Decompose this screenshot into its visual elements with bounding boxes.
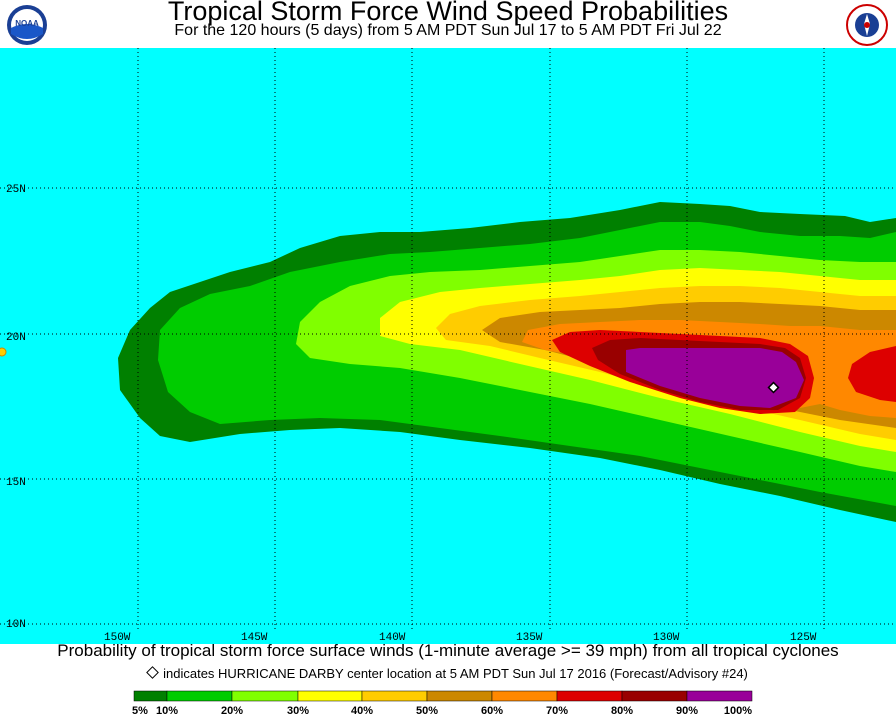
legend-label-4: 40%: [351, 705, 373, 716]
lat-label-25n: 25N: [6, 184, 26, 196]
storm-note: indicates HURRICANE DARBY center locatio…: [0, 666, 896, 681]
legend-swatch-2: [231, 690, 299, 702]
legend-swatch-8: [621, 690, 688, 702]
legend-swatch-5: [426, 690, 493, 702]
legend-label-5: 50%: [416, 705, 438, 716]
legend-label-0: 5%: [132, 705, 148, 716]
legend-label-1: 10%: [156, 705, 178, 716]
legend-label-7: 70%: [546, 705, 568, 716]
hurricane-center-diamond: [767, 381, 780, 394]
page-subtitle: For the 120 hours (5 days) from 5 AM PDT…: [174, 22, 722, 39]
lon-label-140w: 140W: [379, 632, 406, 644]
probability-map: 25N 20N 15N 10N 150W 145W 140W 135W 130W…: [0, 48, 896, 644]
nws-logo: [846, 4, 888, 46]
legend-label-3: 30%: [287, 705, 309, 716]
prob-contour-70-east: [848, 346, 896, 402]
page-title: Tropical Storm Force Wind Speed Probabil…: [167, 0, 729, 26]
legend-swatch-1: [166, 690, 233, 702]
legend-swatch-3: [297, 690, 363, 702]
legend-label-2: 20%: [221, 705, 243, 716]
legend-swatch-4: [361, 690, 428, 702]
lat-label-10n: 10N: [6, 619, 26, 631]
diamond-icon: [146, 666, 159, 679]
lon-label-145w: 145W: [241, 632, 268, 644]
prob-contour-90: [626, 348, 804, 408]
legend-swatch-9: [686, 690, 753, 702]
island-marker: [0, 347, 7, 357]
storm-note-text: indicates HURRICANE DARBY center locatio…: [163, 666, 748, 681]
legend-label-10: 100%: [724, 705, 752, 716]
header: NOAA Tropical Storm Force Wind Speed Pro…: [0, 0, 896, 48]
noaa-logo: NOAA: [6, 4, 48, 46]
lon-label-135w: 135W: [516, 632, 543, 644]
legend-swatch-6: [491, 690, 558, 702]
legend-label-6: 60%: [481, 705, 503, 716]
noaa-logo-text: NOAA: [15, 19, 39, 28]
probability-legend: 5% 10% 20% 30% 40% 50% 60% 70% 80% 90% 100%: [0, 689, 896, 716]
lon-label-125w: 125W: [790, 632, 817, 644]
lon-label-130w: 130W: [653, 632, 680, 644]
graticule: [0, 48, 896, 630]
legend-label-8: 80%: [611, 705, 633, 716]
legend-label-9: 90%: [676, 705, 698, 716]
legend-swatch-7: [556, 690, 623, 702]
legend-swatch-0: [133, 690, 168, 702]
lat-label-20n: 20N: [6, 332, 26, 344]
lon-label-150w: 150W: [104, 632, 131, 644]
lat-label-15n: 15N: [6, 477, 26, 489]
map-caption: Probability of tropical storm force surf…: [57, 641, 839, 660]
